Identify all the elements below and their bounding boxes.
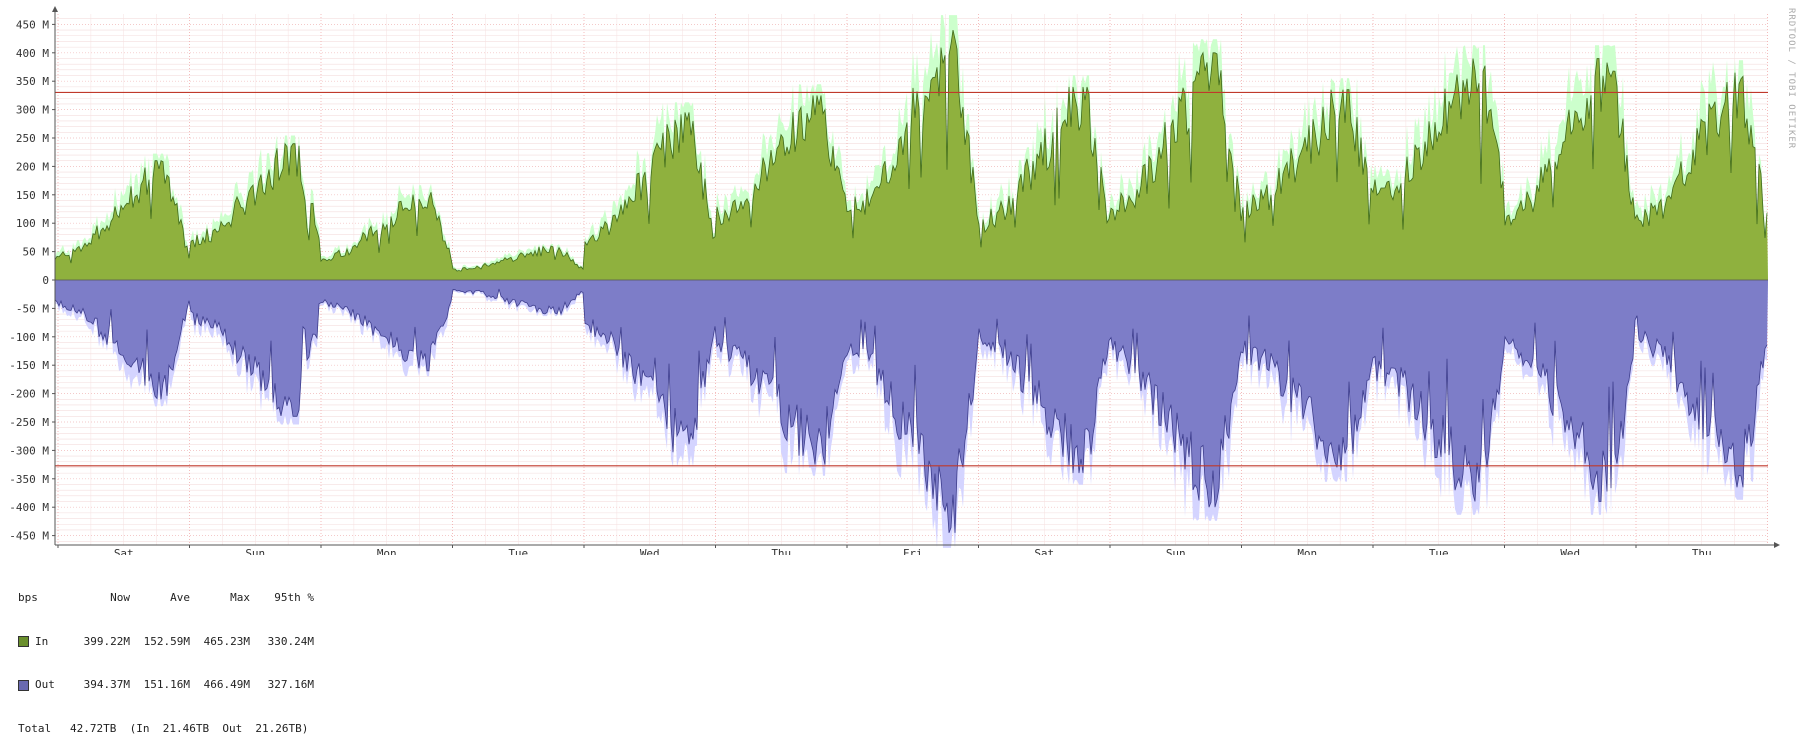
- x-tick-label: Fri: [903, 547, 923, 555]
- legend-in-max: 465.23M: [203, 634, 250, 648]
- y-tick-label: 150 M: [16, 189, 49, 202]
- legend: bps Now Ave Max 95th % In 399.22M 152.59…: [18, 562, 314, 751]
- y-tick-label: -250 M: [9, 416, 49, 429]
- y-tick-label: 250 M: [16, 132, 49, 145]
- y-tick-label: -350 M: [9, 473, 49, 486]
- y-tick-label: 0: [42, 274, 49, 287]
- x-tick-label: Tue: [1429, 547, 1449, 555]
- x-axis-arrow: [1774, 542, 1780, 548]
- y-tick-label: 200 M: [16, 160, 49, 173]
- x-tick-label: Wed: [640, 547, 660, 555]
- legend-in-now: 399.22M: [83, 634, 130, 648]
- legend-header-max: Max: [230, 591, 250, 604]
- x-tick-label: Wed: [1560, 547, 1580, 555]
- legend-total-row: Total 42.72TB (In 21.46TB Out 21.26TB): [18, 722, 314, 737]
- legend-out-p95: 327.16M: [267, 678, 314, 691]
- legend-total-text: 42.72TB (In 21.46TB Out 21.26TB): [70, 721, 309, 735]
- in-swatch: [18, 636, 29, 648]
- legend-out-label: Out: [35, 678, 55, 691]
- y-tick-label: -50 M: [16, 302, 49, 315]
- out-area: [55, 280, 1768, 533]
- legend-out-ave: 151.16M: [143, 678, 190, 691]
- x-tick-label: Thu: [1692, 547, 1712, 555]
- y-tick-label: -400 M: [9, 501, 49, 514]
- x-tick-label: Sun: [245, 547, 265, 555]
- x-tick-label: Mon: [377, 547, 397, 555]
- y-tick-label: -300 M: [9, 444, 49, 457]
- x-tick-label: Sun: [1166, 547, 1186, 555]
- y-tick-label: -150 M: [9, 359, 49, 372]
- x-tick-label: Sat: [114, 547, 134, 555]
- legend-header-row: bps Now Ave Max 95th %: [18, 591, 314, 606]
- traffic-chart: -450 M -400 M -350 M -300 M -250 M -200 M -150…: [9, 6, 1780, 555]
- x-tick-label: Tue: [508, 547, 528, 555]
- legend-header-unit: bps: [18, 591, 38, 604]
- legend-out-now: 394.37M: [83, 678, 130, 691]
- y-axis-arrow: [52, 6, 58, 12]
- out-line: [54, 288, 1768, 533]
- y-tick-label: 50 M: [23, 246, 50, 259]
- y-tick-label: 100 M: [16, 217, 49, 230]
- legend-in-label: In: [35, 634, 49, 648]
- legend-header-ave: Ave: [170, 591, 190, 604]
- y-tick-label: -200 M: [9, 388, 49, 401]
- legend-in-ave: 152.59M: [143, 634, 190, 648]
- y-tick-label: 400 M: [16, 47, 49, 60]
- x-tick-label: Thu: [771, 547, 791, 555]
- legend-in-p95: 330.24M: [267, 634, 314, 648]
- watermark: RRDTOOL / TOBI OETIKER: [1786, 8, 1796, 150]
- legend-row-out: Out 394.37M 151.16M 466.49M 327.16M: [18, 678, 314, 693]
- in-area: [55, 30, 1768, 280]
- y-tick-label: 350 M: [16, 75, 49, 88]
- in-line: [54, 30, 1768, 272]
- y-tick-label: -450 M: [9, 530, 49, 543]
- x-tick-label: Sat: [1034, 547, 1054, 555]
- y-tick-label: -100 M: [9, 331, 49, 344]
- x-tick-label: Mon: [1297, 547, 1317, 555]
- y-tick-label: 450 M: [16, 18, 49, 31]
- legend-header-now: Now: [110, 591, 130, 604]
- legend-out-max: 466.49M: [203, 678, 250, 691]
- legend-row-in: In 399.22M 152.59M 465.23M 330.24M: [18, 635, 314, 650]
- out-swatch: [18, 679, 29, 691]
- legend-total-label: Total: [18, 721, 52, 735]
- y-tick-label: 300 M: [16, 104, 49, 117]
- legend-header-p95: 95th %: [274, 591, 314, 604]
